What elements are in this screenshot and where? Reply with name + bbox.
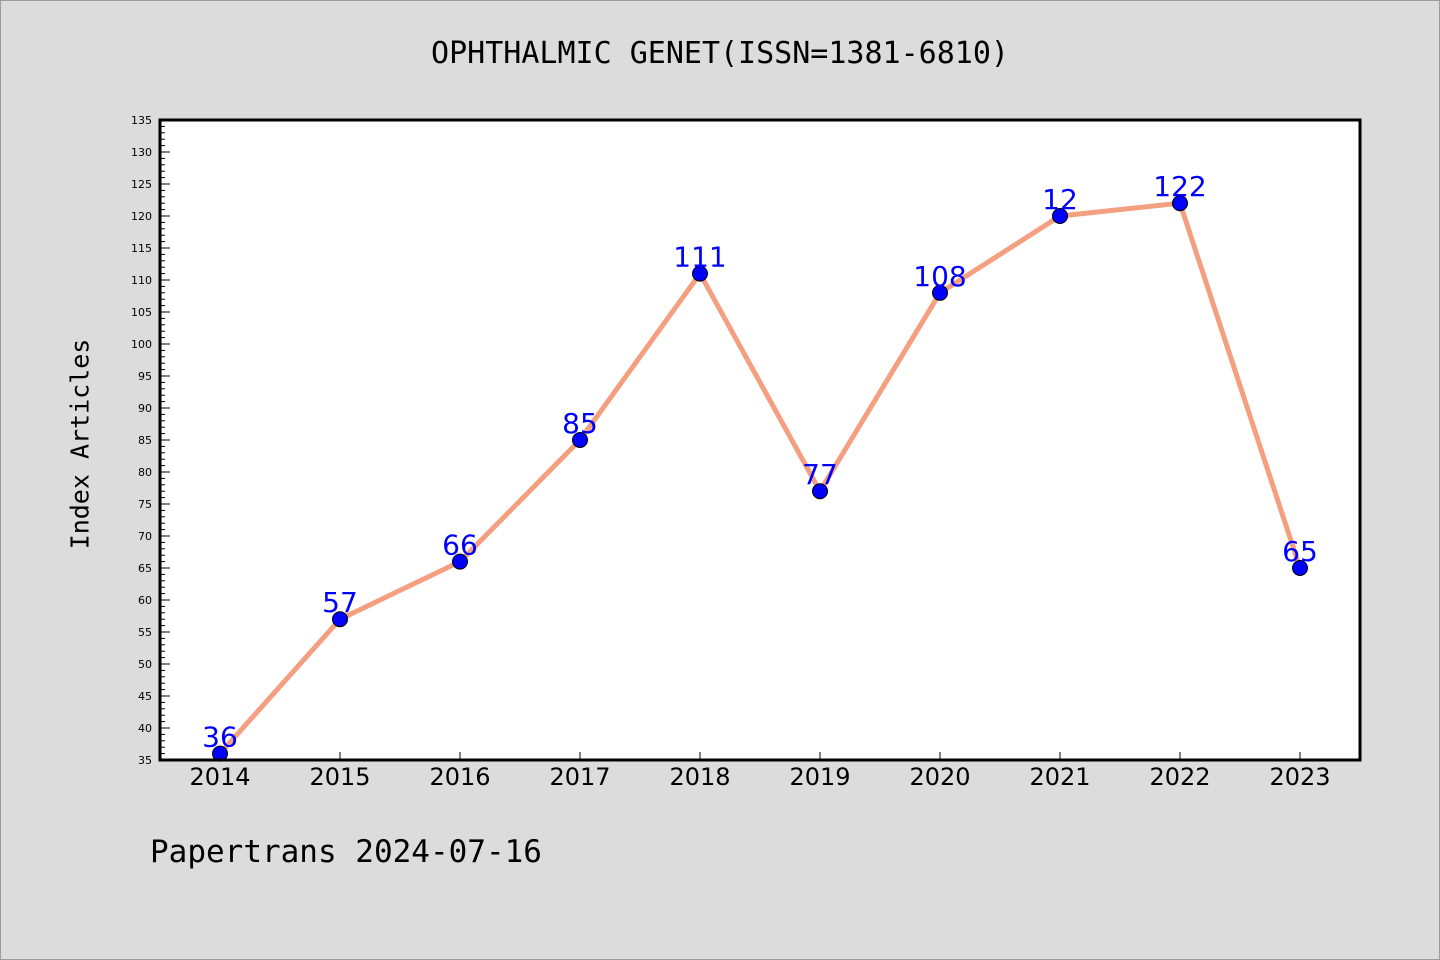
y-tick-label: 125 bbox=[131, 178, 152, 191]
data-point bbox=[812, 483, 828, 500]
data-point bbox=[452, 553, 468, 570]
data-label: 65 bbox=[1282, 535, 1318, 568]
x-tick-label: 2022 bbox=[1149, 763, 1210, 791]
y-tick-label: 55 bbox=[138, 626, 152, 639]
x-tick-label: 2014 bbox=[189, 763, 250, 791]
y-tick-label: 110 bbox=[131, 274, 152, 287]
data-label: 77 bbox=[802, 458, 838, 491]
y-tick-label: 115 bbox=[131, 242, 152, 255]
data-point bbox=[692, 265, 708, 282]
x-tick-label: 2017 bbox=[549, 763, 610, 791]
data-label: 108 bbox=[913, 260, 966, 293]
data-point bbox=[932, 284, 948, 301]
y-tick-label: 100 bbox=[131, 338, 152, 351]
y-tick-label: 40 bbox=[138, 722, 152, 735]
y-tick-label: 105 bbox=[131, 306, 152, 319]
x-tick-label: 2021 bbox=[1029, 763, 1090, 791]
footer-credit: Papertrans 2024-07-16 bbox=[150, 834, 542, 870]
y-tick-label: 50 bbox=[138, 658, 152, 671]
data-label: 66 bbox=[442, 529, 478, 562]
y-tick-label: 65 bbox=[138, 562, 152, 575]
y-tick-label: 75 bbox=[138, 498, 152, 511]
y-tick-label: 70 bbox=[138, 530, 152, 543]
x-tick-label: 2016 bbox=[429, 763, 490, 791]
data-point bbox=[572, 432, 588, 448]
x-tick-label: 2018 bbox=[669, 763, 730, 791]
data-point bbox=[1052, 208, 1068, 224]
y-tick-label: 120 bbox=[131, 210, 152, 223]
y-tick-label: 85 bbox=[138, 434, 152, 447]
data-label: 57 bbox=[322, 586, 358, 619]
data-label: 122 bbox=[1153, 170, 1206, 203]
x-tick-label: 2019 bbox=[789, 763, 850, 791]
y-tick-label: 135 bbox=[131, 114, 152, 127]
plot-border bbox=[158, 118, 1362, 762]
data-point bbox=[332, 611, 348, 628]
data-label: 36 bbox=[202, 721, 238, 754]
x-tick-label: 2020 bbox=[909, 763, 970, 791]
data-label: 111 bbox=[673, 241, 726, 274]
x-tick-label: 2015 bbox=[309, 763, 370, 791]
y-tick-label: 45 bbox=[138, 690, 152, 703]
x-tick-label: 2023 bbox=[1269, 763, 1330, 791]
series-line bbox=[217, 200, 1303, 757]
data-point bbox=[1172, 195, 1188, 212]
chart-title: OPHTHALMIC GENET(ISSN=1381-6810) bbox=[431, 36, 1009, 71]
y-tick-label: 130 bbox=[131, 146, 152, 159]
y-tick-label: 95 bbox=[138, 370, 152, 383]
y-tick-label: 80 bbox=[138, 466, 152, 479]
y-tick-label: 60 bbox=[138, 594, 152, 607]
data-point bbox=[1292, 560, 1308, 576]
data-label: 12 bbox=[1042, 183, 1078, 216]
y-tick-label: 90 bbox=[138, 402, 152, 415]
plot-area bbox=[160, 120, 1360, 760]
y-tick-label: 35 bbox=[138, 754, 152, 767]
data-label: 85 bbox=[562, 407, 598, 440]
